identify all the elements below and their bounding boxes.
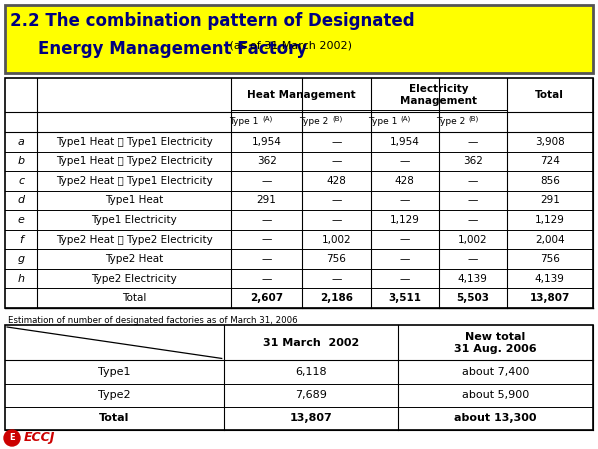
Text: —: — — [261, 254, 272, 264]
Text: —: — — [399, 156, 410, 166]
Text: Type2 Heat ・ Type1 Electricity: Type2 Heat ・ Type1 Electricity — [56, 176, 213, 186]
Text: Type 1: Type 1 — [230, 118, 262, 127]
Text: f: f — [19, 234, 23, 245]
Text: Total: Total — [122, 293, 147, 303]
Bar — [5, 78, 593, 308]
Text: 291: 291 — [257, 195, 277, 206]
Text: Type 2: Type 2 — [435, 118, 468, 127]
Text: —: — — [261, 215, 272, 225]
Text: Type2: Type2 — [98, 390, 131, 400]
Text: —: — — [331, 137, 341, 147]
Text: Total: Total — [99, 414, 130, 423]
Text: Type1: Type1 — [98, 367, 130, 377]
Text: b: b — [17, 156, 25, 166]
Text: ECCJ: ECCJ — [24, 431, 56, 445]
Text: Total: Total — [535, 90, 565, 100]
Text: Type2 Electricity: Type2 Electricity — [91, 274, 177, 284]
Text: e: e — [18, 215, 25, 225]
Text: about 7,400: about 7,400 — [462, 367, 529, 377]
Text: 362: 362 — [257, 156, 277, 166]
Text: Type 1: Type 1 — [368, 118, 400, 127]
Text: h: h — [18, 274, 25, 284]
Text: 1,129: 1,129 — [535, 215, 565, 225]
Text: —: — — [468, 215, 478, 225]
Text: New total
31 Aug. 2006: New total 31 Aug. 2006 — [454, 331, 536, 354]
Bar — [5, 5, 593, 73]
Text: Type2 Heat ・ Type2 Electricity: Type2 Heat ・ Type2 Electricity — [56, 234, 213, 245]
Text: Type1 Heat ・ Type1 Electricity: Type1 Heat ・ Type1 Electricity — [56, 137, 213, 147]
Text: 724: 724 — [540, 156, 560, 166]
Text: —: — — [261, 274, 272, 284]
Text: 756: 756 — [540, 254, 560, 264]
Text: —: — — [468, 137, 478, 147]
Text: —: — — [331, 195, 341, 206]
Text: —: — — [331, 274, 341, 284]
Text: E: E — [9, 433, 15, 443]
Text: 2.2 The combination pattern of Designated: 2.2 The combination pattern of Designate… — [10, 12, 414, 30]
Text: 362: 362 — [463, 156, 483, 166]
Text: c: c — [18, 176, 25, 186]
Text: Heat Management: Heat Management — [247, 90, 355, 100]
Circle shape — [4, 430, 20, 446]
Text: —: — — [331, 215, 341, 225]
Text: (as of 31 March 2002): (as of 31 March 2002) — [226, 40, 352, 50]
Text: —: — — [261, 234, 272, 245]
Text: Type2 Heat: Type2 Heat — [105, 254, 163, 264]
Text: —: — — [468, 195, 478, 206]
Text: —: — — [468, 254, 478, 264]
Text: Energy Management Factory: Energy Management Factory — [38, 40, 307, 58]
Text: 3,908: 3,908 — [535, 137, 565, 147]
Text: 428: 428 — [327, 176, 346, 186]
Text: 4,139: 4,139 — [458, 274, 488, 284]
Text: 4,139: 4,139 — [535, 274, 565, 284]
Text: 13,807: 13,807 — [530, 293, 570, 303]
Text: (B): (B) — [332, 116, 343, 122]
Text: 2,607: 2,607 — [250, 293, 283, 303]
Text: d: d — [17, 195, 25, 206]
Text: (A): (A) — [401, 116, 411, 122]
Text: 7,689: 7,689 — [295, 390, 327, 400]
Text: 1,002: 1,002 — [322, 234, 351, 245]
Text: 428: 428 — [395, 176, 415, 186]
Text: —: — — [468, 176, 478, 186]
Text: Type1 Heat: Type1 Heat — [105, 195, 163, 206]
Text: Electricity
Management: Electricity Management — [400, 84, 477, 106]
Text: g: g — [17, 254, 25, 264]
Text: 2,004: 2,004 — [535, 234, 565, 245]
Text: 6,118: 6,118 — [295, 367, 327, 377]
Text: 31 March  2002: 31 March 2002 — [263, 338, 359, 348]
Text: about 13,300: about 13,300 — [454, 414, 536, 423]
Text: 2,186: 2,186 — [320, 293, 353, 303]
Text: —: — — [399, 254, 410, 264]
Text: 756: 756 — [327, 254, 346, 264]
Text: about 5,900: about 5,900 — [462, 390, 529, 400]
Text: Estimation of number of designated factories as of March 31, 2006: Estimation of number of designated facto… — [8, 316, 298, 325]
Text: 1,129: 1,129 — [390, 215, 420, 225]
Text: 1,002: 1,002 — [458, 234, 487, 245]
Text: —: — — [399, 274, 410, 284]
Text: —: — — [399, 234, 410, 245]
Text: 1,954: 1,954 — [390, 137, 420, 147]
Text: 856: 856 — [540, 176, 560, 186]
Text: —: — — [261, 176, 272, 186]
Text: Type1 Heat ・ Type2 Electricity: Type1 Heat ・ Type2 Electricity — [56, 156, 213, 166]
Text: —: — — [331, 156, 341, 166]
Text: Type 2: Type 2 — [299, 118, 331, 127]
Text: a: a — [18, 137, 25, 147]
Text: —: — — [399, 195, 410, 206]
Text: (B): (B) — [469, 116, 479, 122]
Text: 5,503: 5,503 — [456, 293, 489, 303]
Bar — [5, 325, 593, 430]
Text: (A): (A) — [263, 116, 273, 122]
Text: 3,511: 3,511 — [388, 293, 422, 303]
Text: 1,954: 1,954 — [252, 137, 282, 147]
Text: Type1 Electricity: Type1 Electricity — [91, 215, 177, 225]
Text: 13,807: 13,807 — [289, 414, 332, 423]
Text: 291: 291 — [540, 195, 560, 206]
